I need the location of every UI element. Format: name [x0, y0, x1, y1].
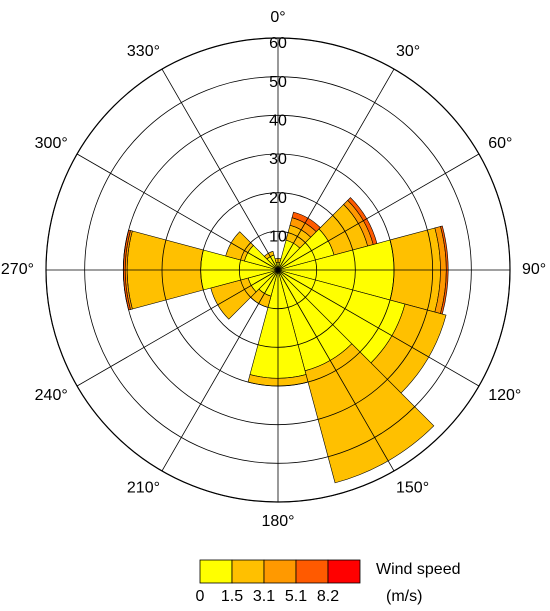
- angle-tick-label: 0°: [270, 9, 285, 26]
- angle-tick-label: 270°: [1, 261, 34, 278]
- grid-spoke: [277, 269, 395, 472]
- angle-tick-label: 90°: [522, 261, 546, 278]
- legend-swatch: [327, 559, 361, 584]
- angle-tick-label: 330°: [127, 43, 160, 60]
- legend-label: 0: [196, 588, 205, 605]
- legend-swatch: [295, 559, 329, 584]
- radial-tick-label: 40: [269, 113, 287, 130]
- radial-tick-label: 20: [269, 190, 287, 207]
- angle-tick-label: 150°: [396, 479, 429, 496]
- wedge: [304, 343, 435, 484]
- legend-swatch: [199, 559, 233, 584]
- angle-tick-label: 120°: [488, 387, 521, 404]
- radial-tick-label: 60: [269, 35, 287, 52]
- legend-label: 1.5: [221, 588, 243, 605]
- grid-spoke: [76, 269, 279, 387]
- grid-spoke: [277, 269, 480, 387]
- legend-swatch: [263, 559, 297, 584]
- angle-tick-label: 240°: [35, 387, 68, 404]
- legend-label: 3.1: [253, 588, 275, 605]
- angle-tick-label: 210°: [127, 479, 160, 496]
- grid-spoke: [161, 269, 279, 472]
- legend-label: 8.2: [317, 588, 339, 605]
- radial-tick-label: 10: [269, 229, 287, 246]
- radial-tick-label: 30: [269, 151, 287, 168]
- radial-tick-label: 50: [269, 74, 287, 91]
- angle-tick-label: 300°: [35, 135, 68, 152]
- grid-spoke: [277, 153, 480, 271]
- grid-spoke: [277, 68, 395, 271]
- grid: [45, 37, 511, 503]
- grid-spoke: [76, 153, 279, 271]
- angle-tick-label: 60°: [488, 135, 512, 152]
- legend-label: 5.1: [285, 588, 307, 605]
- angle-tick-label: 180°: [261, 513, 294, 530]
- wedge: [225, 231, 254, 262]
- grid-spoke: [161, 68, 279, 271]
- angle-tick-label: 30°: [396, 43, 420, 60]
- legend-title: Wind speed: [376, 561, 461, 578]
- legend-unit: (m/s): [386, 588, 422, 605]
- legend-swatch: [231, 559, 265, 584]
